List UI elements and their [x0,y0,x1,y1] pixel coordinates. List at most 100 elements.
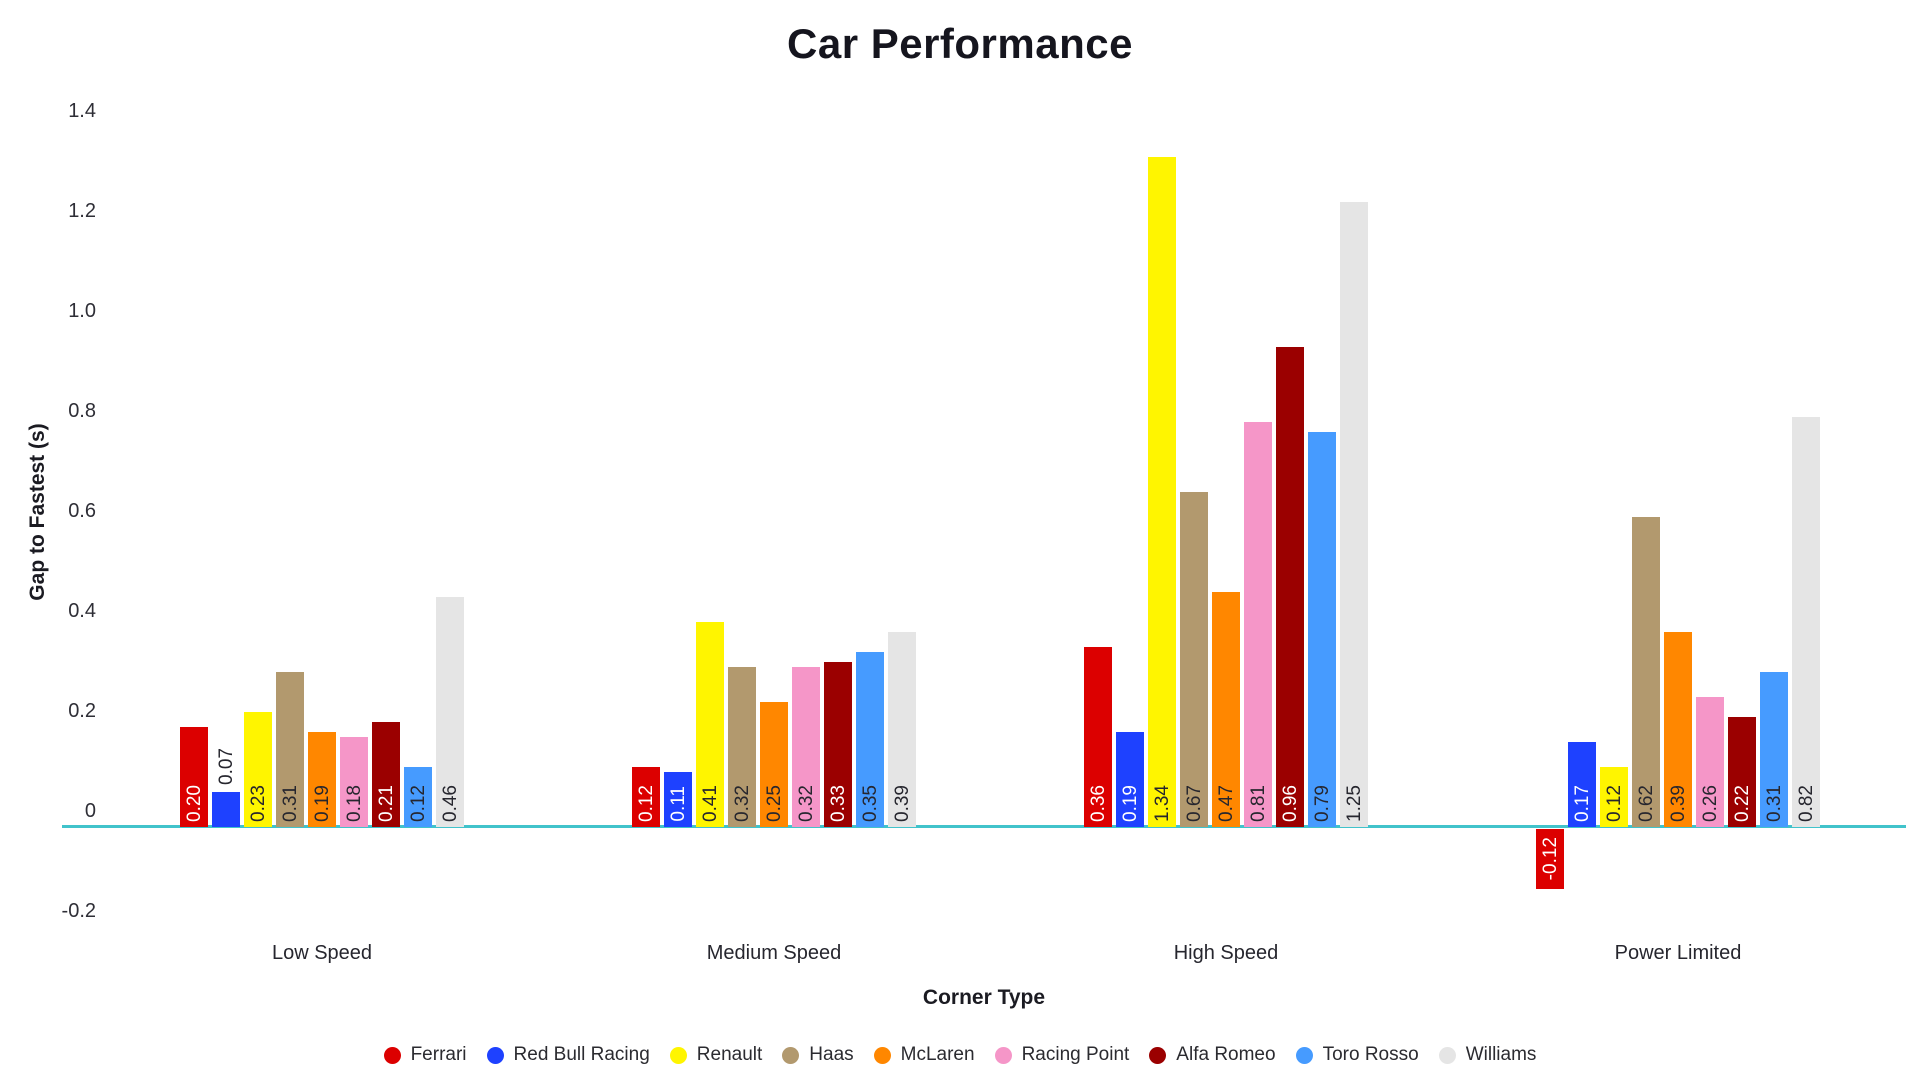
legend-label-alfa-romeo: Alfa Romeo [1176,1044,1276,1065]
legend-item-renault[interactable]: Renault [669,1044,763,1066]
bar-toro-rosso-power-limited: 0.31 [1760,672,1788,827]
bar-mclaren-low-speed: 0.19 [308,732,336,827]
bar-racing-point-medium-speed: 0.32 [792,667,820,827]
legend-item-alfa-romeo[interactable]: Alfa Romeo [1149,1044,1276,1066]
bar-toro-rosso-high-speed: 0.79 [1308,432,1336,827]
legend-item-haas[interactable]: Haas [782,1044,854,1066]
legend-label-ferrari: Ferrari [410,1044,467,1065]
bar-value-label: 0.19 [311,785,333,822]
legend-dot-alfa-romeo [1149,1046,1167,1064]
bar-value-label-wrap: 0.07 [212,748,240,785]
bar-racing-point-power-limited: 0.26 [1696,697,1724,827]
bar-renault-power-limited: 0.12 [1600,767,1628,827]
bar-value-label: 0.46 [439,785,461,822]
bar-toro-rosso-low-speed: 0.12 [404,767,432,827]
bar-value-label: 0.07 [215,748,237,785]
bar-haas-low-speed: 0.31 [276,672,304,827]
bar-williams-low-speed: 0.46 [436,597,464,827]
x-tick-low-speed: Low Speed [271,942,373,964]
legend-dot-ferrari [383,1046,401,1064]
bar-alfa-romeo-power-limited: 0.22 [1728,717,1756,827]
legend-dot-racing-point [994,1046,1012,1064]
bar-value-label: 0.39 [891,785,913,822]
chart-title: Car Performance [787,20,1133,67]
legend-label-mclaren: McLaren [900,1044,975,1065]
bar-red-bull-racing-high-speed: 0.19 [1116,732,1144,827]
bar-williams-power-limited: 0.82 [1792,417,1820,827]
legend-dot-mclaren [873,1046,891,1064]
bar-value-label: 0.25 [763,785,785,822]
bar-mclaren-high-speed: 0.47 [1212,592,1240,827]
legend-item-williams[interactable]: Williams [1438,1044,1537,1066]
y-tick--0-2: -0.2 [61,900,96,922]
bar-williams-medium-speed: 0.39 [888,632,916,827]
bar-value-label: 0.20 [183,785,205,822]
bar-williams-high-speed: 1.25 [1340,202,1368,827]
y-tick-0-6: 0.6 [68,500,96,522]
legend-item-ferrari[interactable]: Ferrari [383,1044,467,1066]
legend-dot-williams [1438,1046,1456,1064]
bar-alfa-romeo-low-speed: 0.21 [372,722,400,827]
bar-value-label: 0.12 [635,785,657,822]
legend-label-williams: Williams [1465,1044,1537,1065]
bar-value-label: 1.34 [1151,785,1173,822]
legend-label-racing-point: Racing Point [1021,1044,1130,1065]
bar-renault-low-speed: 0.23 [244,712,272,827]
bar-value-label: 0.32 [795,785,817,822]
bar-value-label: 0.81 [1247,785,1269,822]
bar-renault-high-speed: 1.34 [1148,157,1176,827]
bar-haas-medium-speed: 0.32 [728,667,756,827]
legend-label-renault: Renault [696,1044,763,1065]
bar-toro-rosso-medium-speed: 0.35 [856,652,884,827]
bar-value-label: 0.79 [1311,785,1333,822]
bar-red-bull-racing-medium-speed: 0.11 [664,772,692,827]
bar-alfa-romeo-medium-speed: 0.33 [824,662,852,827]
legend-item-mclaren[interactable]: McLaren [873,1044,975,1066]
bar-value-label: 0.22 [1731,785,1753,822]
bar-value-label: 0.12 [407,785,429,822]
y-tick-1-0: 1.0 [68,300,96,322]
bar-value-label: 0.12 [1603,785,1625,822]
y-tick-0: 0 [84,800,96,822]
y-tick-1-2: 1.2 [68,200,96,222]
legend-dot-red-bull-racing [486,1046,504,1064]
y-tick-1-4: 1.4 [68,100,96,122]
x-tick-high-speed: High Speed [1173,942,1279,964]
bar-value-label: 0.23 [247,785,269,822]
bar-value-label: 0.18 [343,785,365,822]
bar-mclaren-medium-speed: 0.25 [760,702,788,827]
bar-alfa-romeo-high-speed: 0.96 [1276,347,1304,827]
bar-value-label: 0.19 [1119,785,1141,822]
x-axis-line [62,825,1906,828]
legend-item-racing-point[interactable]: Racing Point [994,1044,1130,1066]
x-axis-title: Corner Type [922,986,1046,1009]
bar-red-bull-racing-low-speed [212,792,240,827]
bar-value-label: 0.96 [1279,785,1301,822]
bar-mclaren-power-limited: 0.39 [1664,632,1692,827]
bar-value-label: 0.32 [731,785,753,822]
bar-value-label: 0.39 [1667,785,1689,822]
bar-value-label: 0.47 [1215,785,1237,822]
bar-value-label: 0.31 [279,785,301,822]
legend-label-toro-rosso: Toro Rosso [1322,1044,1419,1065]
bar-ferrari-high-speed: 0.36 [1084,647,1112,827]
x-tick-power-limited: Power Limited [1614,942,1742,964]
y-tick-0-8: 0.8 [68,400,96,422]
bar-value-label: 0.35 [859,785,881,822]
legend-dot-haas [782,1046,800,1064]
y-tick-0-4: 0.4 [68,600,96,622]
bar-value-label: 0.62 [1635,785,1657,822]
legend-item-red-bull-racing[interactable]: Red Bull Racing [486,1044,650,1066]
bar-value-label: 0.82 [1795,785,1817,822]
bar-value-label: -0.12 [1539,836,1561,880]
bar-value-label: 0.36 [1087,785,1109,822]
bar-renault-medium-speed: 0.41 [696,622,724,827]
legend-label-haas: Haas [809,1044,854,1065]
y-tick-0-2: 0.2 [68,700,96,722]
bar-value-label: 0.31 [1763,785,1785,822]
bar-value-label: 0.11 [667,786,689,822]
bar-value-label: 0.26 [1699,785,1721,822]
bar-racing-point-high-speed: 0.81 [1244,422,1272,827]
legend-item-toro-rosso[interactable]: Toro Rosso [1295,1044,1419,1066]
legend-dot-renault [669,1046,687,1064]
